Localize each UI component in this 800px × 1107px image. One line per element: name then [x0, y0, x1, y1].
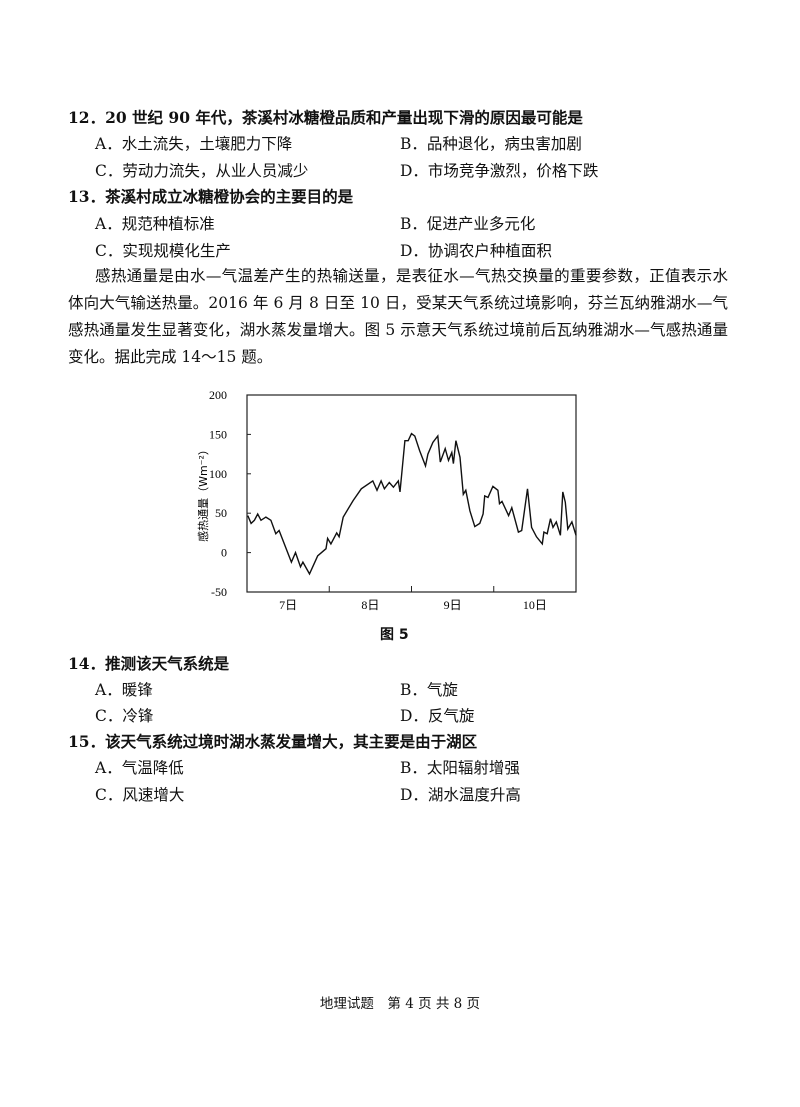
option-d: D．湖水温度升高: [400, 786, 521, 804]
question-stem: 12．20 世纪 90 年代，茶溪村冰糖橙品质和产量出现下滑的原因最可能是: [68, 108, 583, 127]
figure-caption: 图 5: [380, 627, 409, 643]
option-d: D．市场竞争激烈，价格下跌: [400, 162, 599, 180]
option-c: C．风速增大: [95, 786, 185, 804]
question-stem: 13．茶溪村成立冰糖橙协会的主要目的是: [68, 187, 354, 206]
option-c: C．劳动力流失，从业人员减少: [95, 162, 309, 180]
option-d: D．协调农户种植面积: [400, 242, 552, 260]
option-a: A．规范种植标准: [95, 215, 215, 233]
x-tick-label: 10日: [523, 598, 547, 612]
option-b: B．太阳辐射增强: [400, 759, 520, 777]
y-tick-label: 100: [209, 467, 227, 481]
option-a: A．暖锋: [95, 681, 153, 699]
series-line: [247, 432, 577, 576]
option-c: C．实现规模化生产: [95, 242, 231, 260]
question-stem: 14．推测该天气系统是: [68, 654, 230, 673]
y-tick-label: 200: [209, 388, 227, 402]
y-tick-label: 50: [215, 506, 227, 520]
option-a: A．水土流失，土壤肥力下降: [95, 135, 293, 153]
option-b: B．品种退化，病虫害加剧: [400, 135, 582, 153]
option-c: C．冷锋: [95, 707, 154, 725]
x-tick-label: 8日: [361, 598, 379, 612]
y-tick-label: -50: [211, 585, 227, 599]
option-a: A．气温降低: [95, 759, 184, 777]
x-tick-label: 7日: [279, 598, 297, 612]
sensible-heat-flux-chart: 200 150 100 50 0 -50 7日 8日 9日 10日 感热通量（Wm⁻²）: [197, 388, 577, 612]
option-b: B．气旋: [400, 681, 458, 699]
x-tick-label: 9日: [444, 598, 462, 612]
y-axis-label: 感热通量（Wm⁻²）: [197, 444, 210, 542]
y-tick-label: 150: [209, 427, 227, 441]
option-b: B．促进产业多元化: [400, 215, 536, 233]
y-tick-label: 0: [221, 546, 227, 560]
question-stem: 15．该天气系统过境时湖水蒸发量增大，其主要是由于湖区: [68, 732, 478, 751]
option-d: D．反气旋: [400, 707, 475, 725]
page-footer: 地理试题 第 4 页 共 8 页: [319, 996, 481, 1012]
passage: 感热通量是由水—气温差产生的热输送量，是表征水—气热交换量的重要参数，正值表示水…: [68, 267, 728, 366]
